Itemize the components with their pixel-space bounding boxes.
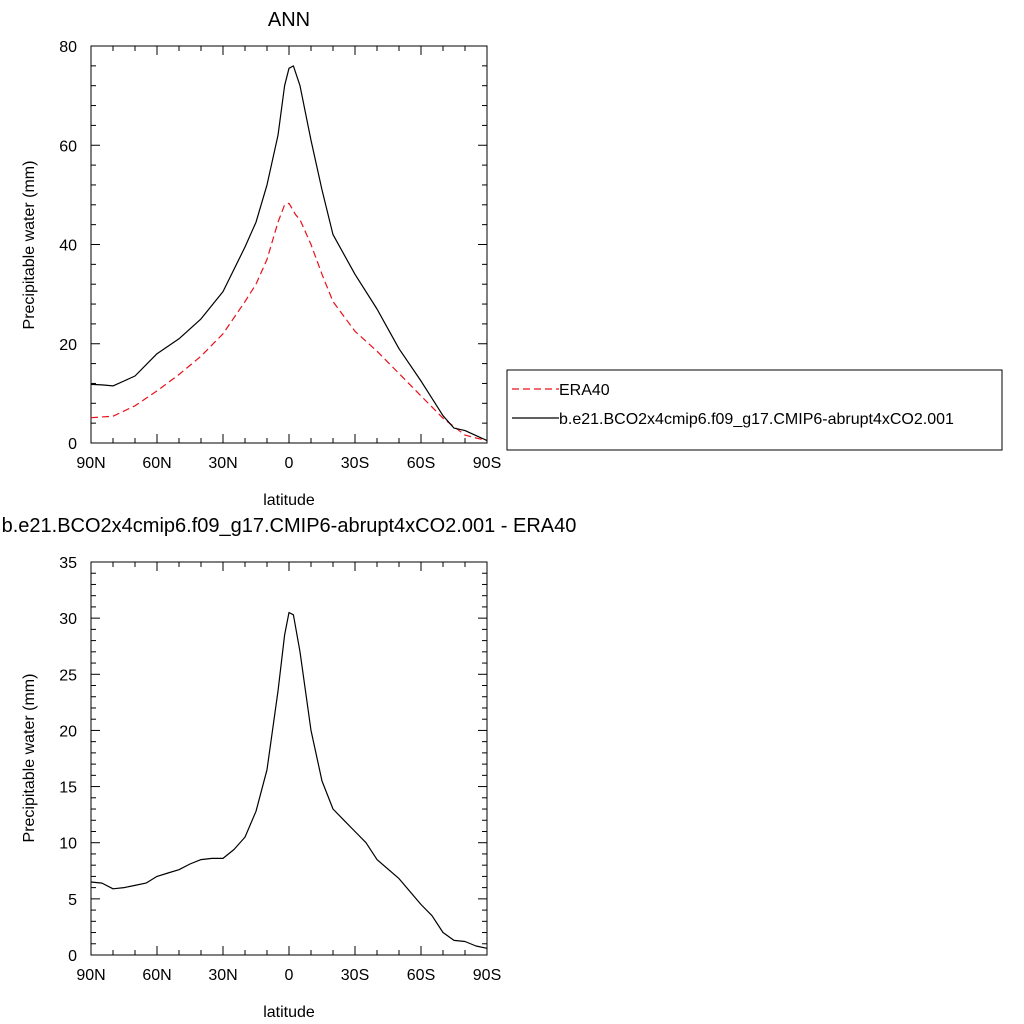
x-tick-label: 30S <box>341 455 369 472</box>
y-tick-label: 80 <box>59 39 77 56</box>
y-axis-label: Precipitable water (mm) <box>21 161 38 330</box>
series-line-era40 <box>90 202 488 442</box>
x-tick-label: 60S <box>407 967 435 984</box>
axis-ticks: 90N 60N 30N 0 30S 60S 90S 0 20 40 60 80 <box>59 39 501 472</box>
x-tick-label: 90S <box>473 967 501 984</box>
y-tick-label: 25 <box>59 667 77 684</box>
y-axis-label: Precipitable water (mm) <box>21 674 38 843</box>
y-tick-label: 15 <box>59 780 77 797</box>
y-tick-label: 0 <box>68 948 77 965</box>
plot-frame <box>90 45 488 444</box>
y-tick-label: 20 <box>59 337 77 354</box>
legend-label-era40: ERA40 <box>559 382 610 399</box>
x-tick-label: 30N <box>208 455 237 472</box>
legend: ERA40 b.e21.BCO2x4cmip6.f09_g17.CMIP6-ab… <box>506 369 1003 451</box>
y-tick-label: 35 <box>59 555 77 572</box>
y-tick-label: 60 <box>59 138 77 155</box>
x-axis-label: latitude <box>263 1004 315 1021</box>
x-tick-label: 60N <box>142 455 171 472</box>
y-tick-label: 0 <box>68 436 77 453</box>
series-group <box>90 65 488 442</box>
x-tick-label: 90N <box>76 455 105 472</box>
panel-bottom: b.e21.BCO2x4cmip6.f09_g17.CMIP6-abrupt4x… <box>2 515 577 1021</box>
panel-top: ANN 90N 60N 30N 0 30S 60S 90S 0 20 40 60 80 latitud… <box>21 9 1003 509</box>
x-axis-label: latitude <box>263 492 315 509</box>
x-tick-label: 0 <box>285 967 294 984</box>
x-tick-label: 0 <box>285 455 294 472</box>
plot-frame <box>90 561 488 956</box>
chart-title: b.e21.BCO2x4cmip6.f09_g17.CMIP6-abrupt4x… <box>2 515 577 537</box>
y-tick-label: 30 <box>59 611 77 628</box>
y-tick-label: 40 <box>59 238 77 255</box>
legend-label-model: b.e21.BCO2x4cmip6.f09_g17.CMIP6-abrupt4x… <box>559 411 954 428</box>
x-tick-label: 60N <box>142 967 171 984</box>
series-line-model <box>90 65 488 442</box>
chart-title: ANN <box>268 9 310 31</box>
y-tick-label: 10 <box>59 836 77 853</box>
x-tick-label: 90S <box>473 455 501 472</box>
y-tick-label: 5 <box>68 892 77 909</box>
y-tick-label: 20 <box>59 723 77 740</box>
series-line-difference <box>90 611 488 949</box>
x-tick-label: 30N <box>208 967 237 984</box>
series-group <box>90 611 488 949</box>
axis-ticks: 90N 60N 30N 0 30S 60S 90S 0 5 10 15 20 25 30 35 <box>59 555 501 984</box>
legend-box <box>506 369 1003 451</box>
x-tick-label: 30S <box>341 967 369 984</box>
x-tick-label: 90N <box>76 967 105 984</box>
x-tick-label: 60S <box>407 455 435 472</box>
